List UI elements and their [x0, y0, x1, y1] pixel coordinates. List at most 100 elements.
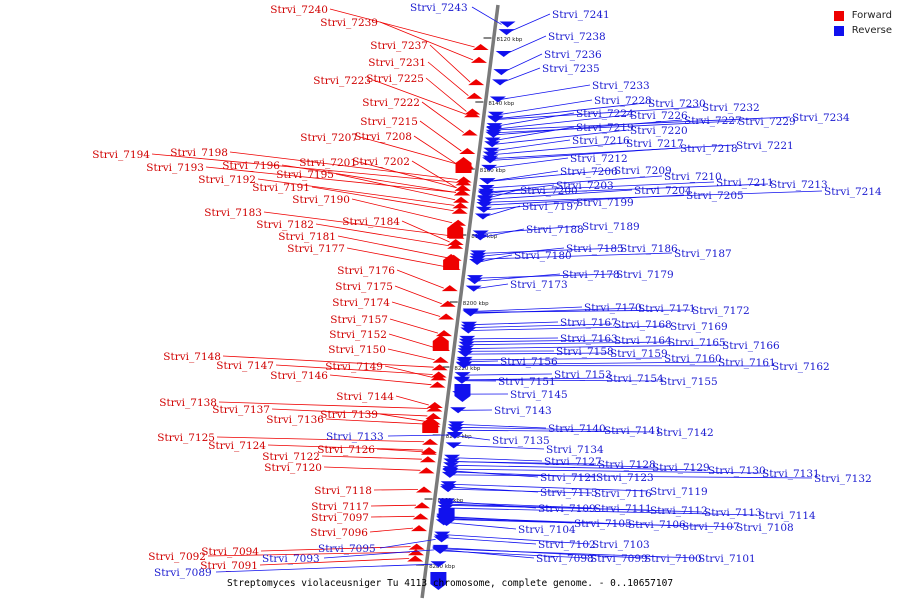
forward-gene-arrow[interactable]	[447, 242, 464, 249]
reverse-gene-label[interactable]: Strvi_7171	[638, 303, 696, 315]
forward-gene-label[interactable]: Strvi_7174	[332, 297, 390, 309]
forward-gene-block[interactable]	[447, 222, 464, 238]
forward-gene-label[interactable]: Strvi_7191	[252, 182, 310, 194]
reverse-gene-label[interactable]: Strvi_7160	[664, 353, 722, 365]
reverse-gene-label[interactable]: Strvi_7107	[682, 521, 740, 533]
forward-gene-label[interactable]: Strvi_7239	[320, 17, 378, 29]
reverse-gene-label[interactable]: Strvi_7154	[606, 373, 664, 385]
forward-gene-label[interactable]: Strvi_7139	[320, 409, 378, 421]
forward-gene-arrow[interactable]	[455, 179, 472, 186]
forward-gene-arrow[interactable]	[407, 555, 424, 562]
reverse-gene-label[interactable]: Strvi_7089	[154, 567, 212, 579]
forward-gene-label[interactable]: Strvi_7124	[208, 440, 266, 452]
forward-gene-arrow[interactable]	[426, 402, 443, 408]
reverse-gene-label[interactable]: Strvi_7173	[510, 279, 568, 291]
reverse-gene-arrow[interactable]	[465, 285, 482, 292]
forward-gene-label[interactable]: Strvi_7136	[266, 414, 324, 426]
forward-gene-label[interactable]: Strvi_7122	[262, 451, 320, 463]
reverse-gene-label[interactable]: Strvi_7163	[560, 333, 618, 345]
forward-gene-label[interactable]: Strvi_7202	[352, 156, 410, 168]
reverse-gene-label[interactable]: Strvi_7108	[736, 522, 794, 534]
reverse-gene-arrow[interactable]	[454, 372, 471, 379]
reverse-gene-arrow[interactable]	[455, 362, 472, 369]
reverse-gene-block[interactable]	[454, 384, 471, 402]
reverse-gene-label[interactable]: Strvi_7104	[518, 524, 576, 536]
reverse-gene-arrow[interactable]	[472, 230, 489, 237]
forward-gene-label[interactable]: Strvi_7182	[256, 219, 314, 231]
forward-gene-label[interactable]: Strvi_7201	[299, 157, 357, 169]
forward-gene-arrow[interactable]	[431, 364, 448, 371]
forward-gene-label[interactable]: Strvi_7198	[170, 147, 228, 159]
reverse-gene-arrow[interactable]	[470, 250, 487, 257]
forward-gene-arrow[interactable]	[459, 148, 476, 154]
forward-gene-arrow[interactable]	[455, 176, 472, 183]
reverse-gene-label[interactable]: Strvi_7179	[616, 269, 674, 281]
forward-gene-label[interactable]: Strvi_7118	[314, 485, 372, 497]
reverse-gene-arrow[interactable]	[484, 137, 501, 144]
forward-gene-label[interactable]: Strvi_7184	[342, 216, 400, 228]
reverse-gene-arrow[interactable]	[478, 185, 495, 191]
reverse-gene-label[interactable]: Strvi_7156	[500, 356, 558, 368]
reverse-gene-arrow[interactable]	[453, 377, 470, 384]
reverse-gene-arrow[interactable]	[479, 178, 496, 185]
reverse-gene-arrow[interactable]	[482, 155, 499, 162]
reverse-gene-arrow[interactable]	[460, 327, 477, 334]
reverse-gene-label[interactable]: Strvi_7153	[554, 369, 612, 381]
forward-gene-arrow[interactable]	[451, 207, 468, 214]
reverse-gene-arrow[interactable]	[469, 259, 486, 266]
reverse-gene-label[interactable]: Strvi_7102	[538, 539, 596, 551]
reverse-gene-label[interactable]: Strvi_7135	[492, 435, 550, 447]
reverse-gene-label[interactable]: Strvi_7133	[326, 431, 384, 443]
forward-gene-label[interactable]: Strvi_7092	[148, 551, 206, 563]
reverse-gene-label[interactable]: Strvi_7141	[604, 425, 662, 437]
reverse-gene-label[interactable]: Strvi_7130	[708, 465, 766, 477]
forward-gene-label[interactable]: Strvi_7137	[212, 404, 270, 416]
forward-gene-arrow[interactable]	[418, 467, 435, 474]
reverse-gene-label[interactable]: Strvi_7241	[552, 9, 610, 21]
forward-gene-arrow[interactable]	[470, 56, 487, 63]
reverse-gene-arrow[interactable]	[482, 151, 499, 158]
forward-gene-block[interactable]	[455, 157, 472, 173]
forward-gene-label[interactable]: Strvi_7215	[360, 116, 418, 128]
reverse-gene-label[interactable]: Strvi_7158	[556, 346, 614, 358]
forward-gene-label[interactable]: Strvi_7157	[330, 314, 388, 326]
reverse-gene-label[interactable]: Strvi_7103	[592, 539, 650, 551]
reverse-gene-arrow[interactable]	[484, 141, 501, 148]
forward-gene-arrow[interactable]	[415, 486, 432, 493]
forward-gene-label[interactable]: Strvi_7194	[92, 149, 150, 161]
forward-gene-label[interactable]: Strvi_7138	[159, 397, 217, 409]
forward-gene-arrow[interactable]	[438, 313, 455, 320]
forward-gene-label[interactable]: Strvi_7223	[313, 75, 371, 87]
reverse-gene-arrow[interactable]	[457, 351, 474, 358]
reverse-gene-label[interactable]: Strvi_7220	[630, 125, 688, 137]
reverse-gene-label[interactable]: Strvi_7197	[522, 201, 580, 213]
reverse-gene-label[interactable]: Strvi_7211	[716, 177, 774, 189]
forward-gene-label[interactable]: Strvi_7231	[368, 57, 426, 69]
forward-gene-label[interactable]: Strvi_7149	[325, 361, 383, 373]
forward-gene-label[interactable]: Strvi_7181	[278, 231, 336, 243]
reverse-gene-label[interactable]: Strvi_7155	[660, 376, 718, 388]
reverse-gene-arrow[interactable]	[489, 96, 506, 103]
reverse-gene-arrow[interactable]	[441, 471, 458, 478]
reverse-gene-label[interactable]: Strvi_7238	[548, 31, 606, 43]
reverse-gene-label[interactable]: Strvi_7199	[576, 197, 634, 209]
reverse-gene-label[interactable]: Strvi_7162	[772, 361, 830, 373]
forward-gene-label[interactable]: Strvi_7193	[146, 162, 204, 174]
forward-gene-arrow[interactable]	[411, 525, 428, 532]
reverse-gene-label[interactable]: Strvi_7105	[574, 518, 632, 530]
forward-gene-label[interactable]: Strvi_7091	[200, 560, 258, 572]
reverse-gene-label[interactable]: Strvi_7186	[620, 243, 678, 255]
forward-gene-label[interactable]: Strvi_7125	[157, 432, 215, 444]
reverse-gene-label[interactable]: Strvi_7166	[722, 340, 780, 352]
reverse-gene-label[interactable]: Strvi_7101	[698, 553, 756, 565]
reverse-gene-label[interactable]: Strvi_7209	[614, 165, 672, 177]
forward-gene-label[interactable]: Strvi_7175	[335, 281, 393, 293]
forward-gene-label[interactable]: Strvi_7126	[317, 444, 375, 456]
reverse-gene-arrow[interactable]	[477, 196, 494, 203]
reverse-gene-label[interactable]: Strvi_7224	[576, 108, 634, 120]
reverse-gene-label[interactable]: Strvi_7093	[262, 553, 320, 565]
reverse-gene-label[interactable]: Strvi_7213	[770, 179, 828, 191]
forward-gene-label[interactable]: Strvi_7207	[300, 132, 358, 144]
reverse-gene-label[interactable]: Strvi_7236	[544, 49, 602, 61]
reverse-gene-label[interactable]: Strvi_7217	[626, 138, 684, 150]
